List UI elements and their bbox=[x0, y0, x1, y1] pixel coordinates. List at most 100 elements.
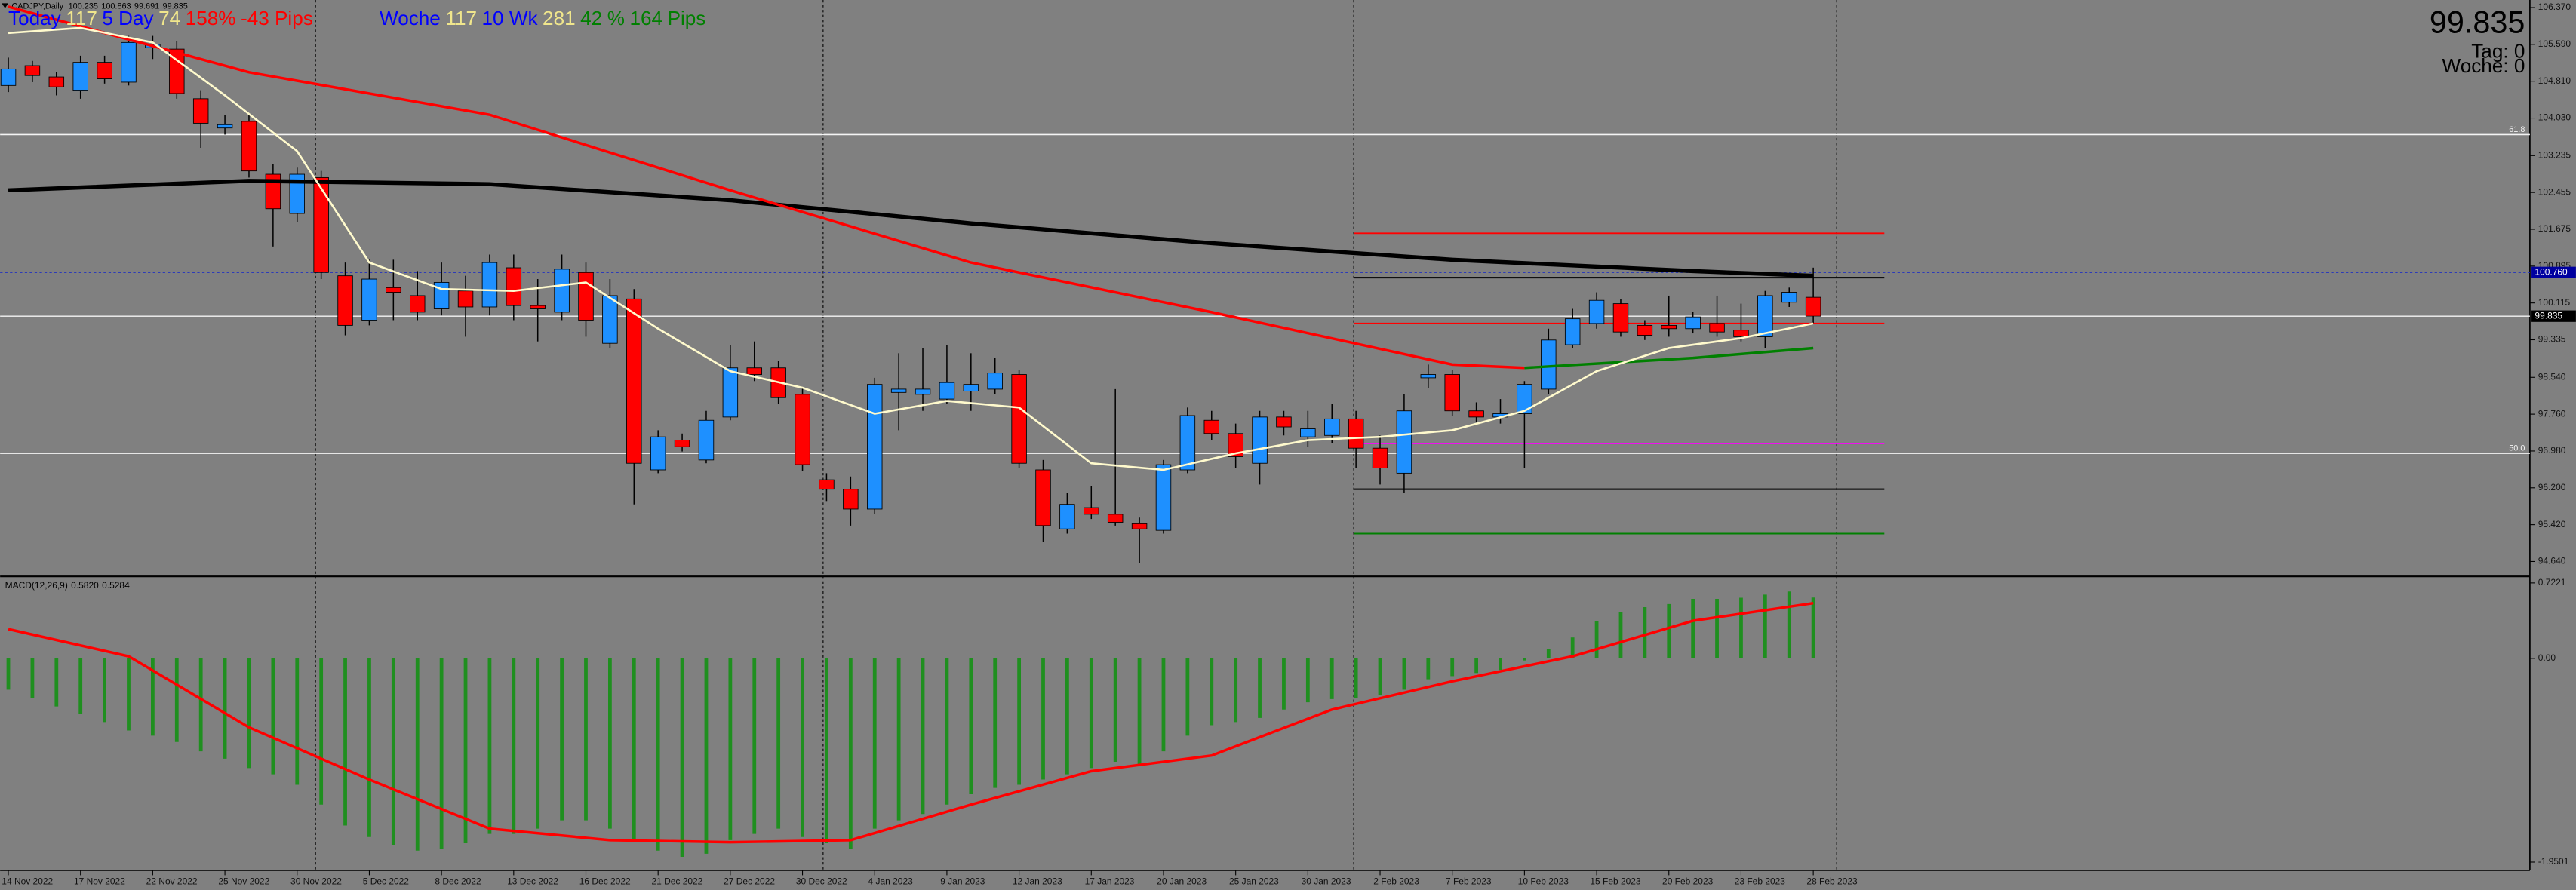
stat-item: 281 bbox=[543, 7, 576, 29]
candle-body bbox=[457, 290, 474, 308]
moving-average bbox=[8, 5, 1525, 370]
candle-body bbox=[939, 382, 955, 400]
candle-body bbox=[795, 394, 810, 465]
x-tick-label: 5 Dec 2022 bbox=[363, 876, 410, 886]
y-tick-label: 102.455 bbox=[2538, 186, 2571, 197]
info-week: Woche: 0 bbox=[2442, 54, 2525, 77]
candle-body bbox=[626, 298, 642, 464]
header-open: 100.235 bbox=[69, 2, 98, 11]
x-tick-label: 25 Jan 2023 bbox=[1229, 876, 1279, 886]
y-tick-label: 105.590 bbox=[2538, 38, 2571, 49]
moving-average bbox=[8, 26, 1814, 471]
x-tick-label: 7 Feb 2023 bbox=[1446, 876, 1492, 886]
x-tick-label: 20 Jan 2023 bbox=[1157, 876, 1207, 886]
x-tick-label: 17 Jan 2023 bbox=[1085, 876, 1135, 886]
x-tick-label: 8 Dec 2022 bbox=[435, 876, 481, 886]
stat-item: 74 bbox=[158, 7, 180, 29]
y-tick-label: 106.370 bbox=[2538, 2, 2571, 12]
x-tick-label: 30 Jan 2023 bbox=[1302, 876, 1351, 886]
x-tick-label: 10 Feb 2023 bbox=[1518, 876, 1569, 886]
macd-legend-value: 0.5284 bbox=[102, 580, 130, 591]
current-price: 99.835 bbox=[2430, 5, 2525, 40]
candle-body bbox=[1757, 295, 1773, 337]
candle-body bbox=[1348, 418, 1364, 449]
macd-y-tick-label: 0.7221 bbox=[2538, 577, 2566, 588]
candle-body bbox=[24, 65, 41, 76]
y-tick-label: 100.115 bbox=[2538, 297, 2571, 308]
candle-body bbox=[506, 267, 522, 306]
candle-body bbox=[843, 489, 859, 510]
candle-body bbox=[97, 62, 112, 79]
x-tick-label: 25 Nov 2022 bbox=[218, 876, 269, 886]
symbol: CADJPY,Daily bbox=[11, 2, 63, 11]
macd-name: MACD(12,26,9) bbox=[5, 580, 68, 591]
fib-label: 50.0 bbox=[2509, 443, 2525, 453]
y-tick-label: 104.030 bbox=[2538, 112, 2571, 123]
stats-text: Woche 117 10 Wk 281 42% 164 Pips bbox=[380, 7, 705, 29]
candle-body bbox=[121, 41, 137, 83]
x-tick-label: 9 Jan 2023 bbox=[940, 876, 985, 886]
candle-body bbox=[1420, 374, 1437, 379]
candle-body bbox=[554, 269, 570, 313]
y-tick-label: 94.640 bbox=[2538, 556, 2566, 566]
y-tick-label: 104.810 bbox=[2538, 75, 2571, 86]
moving-average bbox=[8, 179, 1814, 278]
candle-body bbox=[481, 262, 498, 308]
candle-body bbox=[192, 98, 209, 124]
info-day: Tag: 0 bbox=[2471, 40, 2525, 63]
chart-header: CADJPY,Daily 100.235 100.863 99.691 99.835 bbox=[11, 2, 187, 11]
candle-body bbox=[1709, 323, 1725, 333]
candle-body bbox=[963, 384, 979, 391]
candle-body bbox=[72, 62, 88, 91]
x-tick-label: 4 Jan 2023 bbox=[868, 876, 914, 886]
candle-body bbox=[746, 367, 762, 375]
x-tick-label: 16 Dec 2022 bbox=[579, 876, 631, 886]
x-tick-label: 17 Nov 2022 bbox=[74, 876, 125, 886]
stat-item: Pips bbox=[668, 7, 706, 29]
stat-item: -43 Pips bbox=[241, 7, 313, 29]
macd-legend-value: 0.5820 bbox=[71, 580, 99, 591]
candle-body bbox=[722, 367, 739, 418]
x-tick-label: 15 Feb 2023 bbox=[1590, 876, 1641, 886]
stat-item: 164 bbox=[629, 7, 662, 29]
close-label-box bbox=[2531, 310, 2576, 322]
macd-title: MACD(12,26,9) 0.5820 0.5284 bbox=[5, 580, 130, 591]
y-tick-label: 96.980 bbox=[2538, 445, 2566, 456]
y-tick-label: 95.420 bbox=[2538, 519, 2566, 529]
x-tick-label: 13 Dec 2022 bbox=[507, 876, 558, 886]
stat-item: % bbox=[607, 7, 625, 29]
x-tick-label: 23 Feb 2023 bbox=[1735, 876, 1786, 886]
candle-body bbox=[1612, 303, 1629, 333]
candle-body bbox=[289, 173, 305, 214]
candle-body bbox=[1084, 507, 1099, 515]
stat-item: Today bbox=[8, 7, 61, 29]
candle-body bbox=[313, 176, 329, 273]
x-tick-label: 28 Feb 2023 bbox=[1806, 876, 1858, 886]
candle-body bbox=[1637, 324, 1653, 336]
candle-body bbox=[819, 479, 835, 490]
candle-body bbox=[1805, 296, 1821, 317]
x-tick-label: 27 Dec 2022 bbox=[724, 876, 775, 886]
candle-body bbox=[361, 278, 377, 321]
candle-body bbox=[602, 295, 618, 344]
ask-label: 100.760 bbox=[2535, 266, 2568, 277]
stat-item: 117 bbox=[445, 7, 477, 29]
candle-body bbox=[1541, 339, 1557, 390]
candle-body bbox=[1468, 410, 1484, 418]
header-high: 100.863 bbox=[101, 2, 131, 11]
candle-body bbox=[698, 419, 715, 461]
candle-body bbox=[1011, 374, 1027, 464]
stat-item: 158% bbox=[186, 7, 236, 29]
stats-text: Today 117 5 Day 74 158% -43 Pips bbox=[8, 7, 313, 29]
y-tick-label: 99.335 bbox=[2538, 334, 2566, 345]
candle-body bbox=[530, 305, 546, 309]
x-tick-label: 12 Jan 2023 bbox=[1013, 876, 1062, 886]
candle-body bbox=[1781, 292, 1797, 303]
stat-item: 117 bbox=[66, 7, 97, 29]
candle-body bbox=[987, 373, 1003, 390]
stat-item: 10 Wk bbox=[482, 7, 539, 29]
macd-signal bbox=[8, 601, 1814, 844]
stat-item: 5 Day bbox=[102, 7, 153, 29]
x-tick-label: 21 Dec 2022 bbox=[651, 876, 702, 886]
